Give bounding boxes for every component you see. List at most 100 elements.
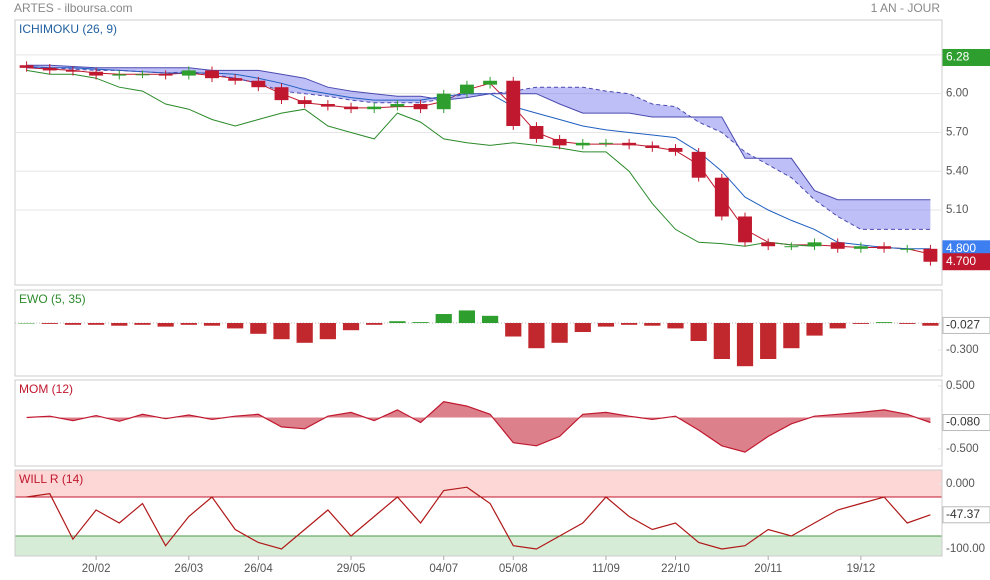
y-tick-label: -0.300 — [946, 344, 979, 356]
candle-body — [297, 100, 312, 105]
x-tick-label: 26/03 — [174, 563, 203, 575]
bar — [481, 315, 499, 324]
line — [26, 486, 931, 550]
candle-body — [529, 126, 544, 139]
bar — [319, 323, 336, 340]
bar — [389, 321, 406, 324]
period: 1 AN - JOUR — [871, 1, 941, 15]
bar — [667, 323, 684, 329]
bar — [458, 310, 476, 324]
x-tick-label: 29/05 — [337, 563, 366, 575]
bar — [875, 322, 893, 324]
bar — [435, 314, 452, 324]
y-tick-label: 5.40 — [946, 165, 968, 177]
candle-body — [483, 80, 498, 85]
bar — [64, 323, 82, 325]
x-tick-label: 19/12 — [846, 563, 875, 575]
y-tick-label: -100.00 — [946, 543, 985, 555]
bar — [134, 323, 151, 325]
site-title: ARTES - ilboursa.com — [14, 1, 132, 15]
y-tick-label: 5.70 — [946, 126, 968, 138]
y-tick-label: 5.10 — [946, 204, 968, 216]
value-tag — [942, 506, 990, 524]
candle-body — [344, 106, 358, 110]
candle-body — [413, 104, 428, 110]
candle-body — [668, 147, 683, 152]
value-tag-label: 6.28 — [946, 50, 970, 64]
bar — [18, 323, 35, 324]
value-tag-label: -0.027 — [946, 318, 980, 332]
bar — [273, 323, 290, 340]
line — [26, 401, 931, 453]
value-tag — [942, 253, 990, 271]
bar — [621, 323, 638, 325]
panel-title: MOM (12) — [19, 382, 73, 396]
bar — [412, 322, 429, 324]
bar — [366, 323, 383, 325]
candle-body — [645, 145, 660, 148]
bar — [760, 323, 777, 359]
candle-body — [784, 246, 799, 248]
candle-body — [19, 65, 34, 68]
panel-title: EWO (5, 35) — [19, 292, 86, 306]
candle-body — [807, 242, 822, 247]
panel-title: WILL R (14) — [19, 472, 83, 486]
x-tick-label: 04/07 — [429, 563, 458, 575]
bar — [528, 323, 545, 349]
candle-body — [853, 246, 868, 249]
panel — [14, 19, 943, 286]
candle-body — [830, 242, 845, 249]
x-tick-label: 22/10 — [661, 563, 690, 575]
panel — [14, 379, 943, 467]
value-tag — [942, 414, 990, 432]
bar — [899, 323, 916, 324]
x-tick-label: 26/04 — [244, 563, 273, 575]
candle-body — [575, 142, 590, 146]
value-tag — [942, 316, 990, 334]
bar — [690, 323, 707, 342]
candle-body — [158, 74, 173, 76]
candle-body — [923, 248, 938, 262]
candle-body — [42, 67, 57, 71]
value-tag-label: -47.37 — [946, 507, 980, 521]
bar — [852, 323, 869, 324]
candle-body — [900, 248, 915, 250]
panel — [14, 289, 943, 377]
candle-body — [622, 142, 637, 146]
bar — [250, 323, 267, 334]
bar — [41, 323, 58, 324]
candle-body — [599, 142, 613, 144]
area — [26, 401, 931, 453]
bar — [551, 323, 568, 343]
overbought-band — [15, 470, 942, 497]
bar — [829, 323, 846, 329]
bar — [922, 323, 939, 326]
bar — [203, 323, 221, 326]
candle-body — [436, 93, 451, 110]
bar — [88, 323, 105, 325]
candle-body — [691, 151, 706, 178]
bar — [296, 323, 313, 343]
indicator-line — [26, 67, 931, 230]
x-tick-label: 20/11 — [754, 563, 782, 575]
value-tag — [942, 48, 990, 66]
candle-body — [506, 80, 521, 126]
candle-body — [65, 70, 80, 72]
y-tick-label: 6.00 — [946, 88, 968, 100]
y-tick-label: 0.500 — [946, 380, 975, 392]
candle-body — [251, 80, 266, 88]
bar — [157, 323, 174, 327]
x-tick-label: 05/08 — [499, 563, 528, 575]
bar — [597, 323, 615, 327]
candle-body — [367, 106, 382, 110]
x-tick-label: 20/02 — [82, 563, 111, 575]
bar — [644, 323, 661, 326]
candle-body — [112, 74, 127, 76]
candle-body — [320, 104, 335, 107]
bar — [574, 323, 591, 333]
candle-body — [761, 242, 776, 247]
ichimoku-cloud — [26, 65, 931, 230]
candle-body — [181, 70, 196, 76]
oversold-band — [15, 535, 942, 556]
